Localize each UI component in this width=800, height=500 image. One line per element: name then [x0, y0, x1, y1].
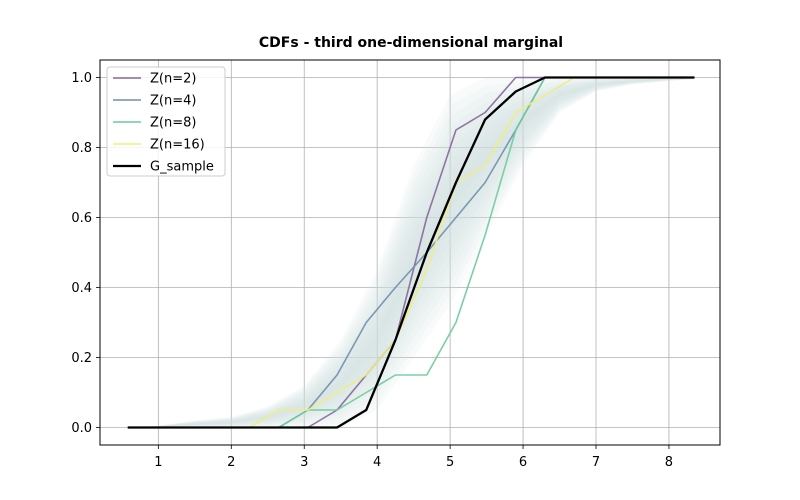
x-tick-label: 7	[592, 455, 600, 470]
y-tick-label: 0.2	[71, 351, 92, 366]
band-layer	[127, 78, 695, 428]
legend-label: Z(n=2)	[150, 72, 196, 87]
y-axis-ticks: 0.0 0.2 0.4 0.6 0.8 1.0	[71, 71, 100, 436]
legend: Z(n=2) Z(n=4) Z(n=8) Z(n=16) G_sample	[106, 66, 226, 177]
series-line-g-sample	[127, 76, 695, 429]
x-tick-label: 3	[300, 455, 308, 470]
x-tick-label: 1	[154, 455, 162, 470]
y-tick-label: 0.0	[71, 421, 92, 436]
x-tick-label: 2	[227, 455, 235, 470]
band-layer	[127, 77, 695, 428]
y-tick-label: 0.8	[71, 141, 92, 156]
legend-label: G_sample	[150, 160, 214, 175]
series-line-z-n-8	[127, 76, 695, 429]
series-line-z-n-2	[127, 76, 695, 429]
band-layer	[127, 77, 695, 428]
x-tick-label: 5	[446, 455, 454, 470]
series-line-z-n-16	[127, 76, 695, 429]
x-axis-ticks: 1 2 3 4 5 6 7 8	[154, 445, 673, 470]
legend-label: Z(n=16)	[150, 138, 205, 153]
band-layer	[127, 77, 695, 428]
y-tick-label: 1.0	[71, 71, 92, 86]
band-layer	[127, 77, 695, 428]
legend-label: Z(n=8)	[150, 116, 196, 131]
band-layer	[127, 77, 695, 428]
band-layer	[127, 78, 695, 428]
x-tick-label: 6	[519, 455, 527, 470]
chart-title: CDFs - third one-dimensional marginal	[259, 35, 563, 51]
legend-label: Z(n=4)	[150, 94, 196, 109]
legend-box	[106, 66, 226, 177]
y-tick-label: 0.4	[71, 281, 92, 296]
confidence-band	[127, 77, 695, 428]
x-tick-label: 4	[373, 455, 381, 470]
band-layer	[127, 77, 695, 428]
band-layer	[127, 78, 695, 428]
y-tick-label: 0.6	[71, 211, 92, 226]
plot-frame	[99, 59, 721, 446]
x-tick-label: 8	[665, 455, 673, 470]
series-lines	[127, 76, 695, 429]
